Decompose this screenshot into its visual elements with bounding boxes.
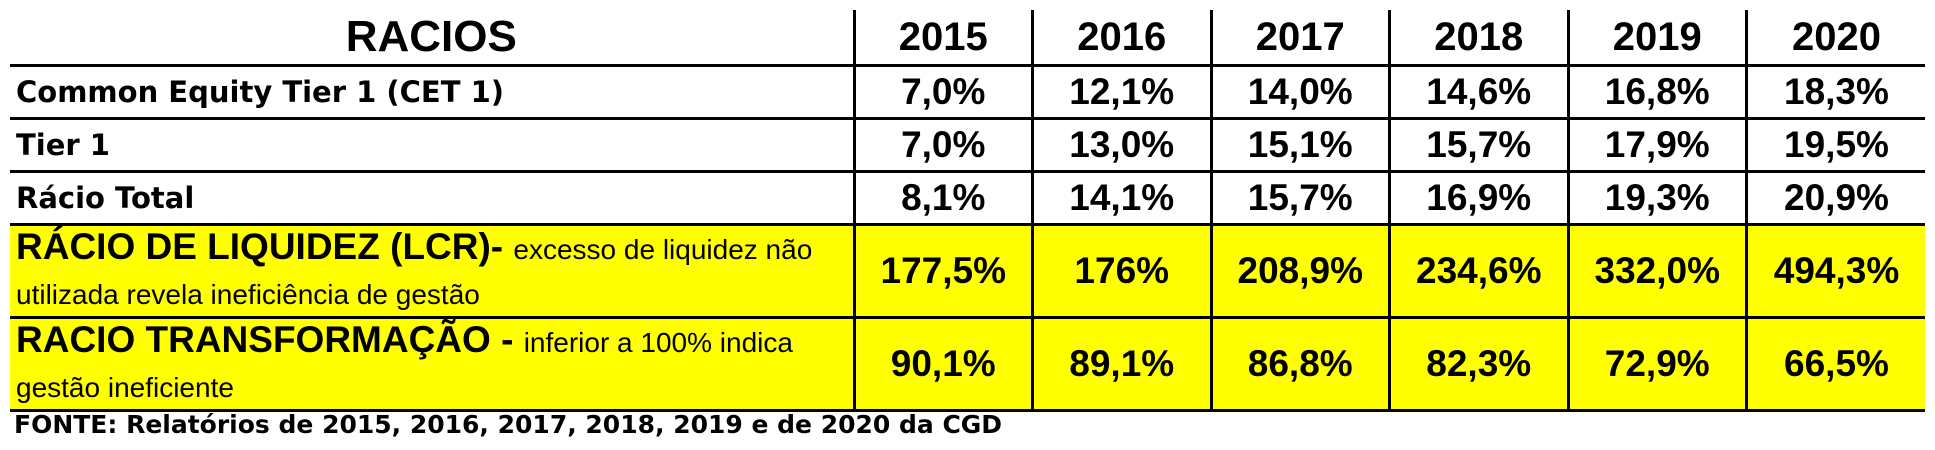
row-label: Tier 1 bbox=[16, 128, 110, 162]
value-cell: 86,8% bbox=[1209, 317, 1390, 412]
value-cell: 176% bbox=[1031, 224, 1211, 319]
value-cell: 15,1% bbox=[1209, 118, 1390, 173]
value-cell: 66,5% bbox=[1745, 317, 1925, 412]
row-label-cell: Rácio Total bbox=[10, 171, 854, 226]
header-cell: RACIOS bbox=[10, 10, 854, 67]
table-row: Tier 1 7,0% 13,0% 15,1% 15,7% 17,9% 19,5% bbox=[10, 118, 1925, 173]
row-label: RACIO TRANSFORMAÇÃO - bbox=[16, 319, 514, 360]
value-cell: 15,7% bbox=[1209, 171, 1390, 226]
row-label: Common Equity Tier 1 (CET 1) bbox=[16, 75, 505, 109]
value-cell: 72,9% bbox=[1566, 317, 1747, 412]
header-row: RACIOS 2015 2016 2017 2018 2019 2020 bbox=[10, 10, 1925, 67]
row-label-cell: Tier 1 bbox=[10, 118, 854, 173]
header-cell: 2020 bbox=[1745, 10, 1925, 67]
row-label-cell: Common Equity Tier 1 (CET 1) bbox=[10, 65, 854, 120]
value-cell: 15,7% bbox=[1388, 118, 1568, 173]
value-cell: 90,1% bbox=[852, 317, 1033, 412]
value-cell: 16,8% bbox=[1566, 65, 1747, 120]
row-note: inferior a 100% indica gestão ineficient… bbox=[16, 327, 793, 403]
value-cell: 234,6% bbox=[1388, 224, 1568, 319]
value-cell: 332,0% bbox=[1566, 224, 1747, 319]
header-cell: 2015 bbox=[852, 10, 1033, 67]
value-cell: 7,0% bbox=[852, 118, 1033, 173]
row-label: RÁCIO DE LIQUIDEZ (LCR)- bbox=[16, 226, 504, 267]
value-cell: 494,3% bbox=[1745, 224, 1925, 319]
value-cell: 20,9% bbox=[1745, 171, 1925, 226]
row-label: Rácio Total bbox=[16, 181, 195, 215]
value-cell: 7,0% bbox=[852, 65, 1033, 120]
value-cell: 14,0% bbox=[1209, 65, 1390, 120]
table-row: RACIO TRANSFORMAÇÃO - inferior a 100% in… bbox=[10, 317, 1925, 412]
header-cell: 2017 bbox=[1209, 10, 1390, 67]
header-cell: 2019 bbox=[1566, 10, 1747, 67]
table-row: RÁCIO DE LIQUIDEZ (LCR)- excesso de liqu… bbox=[10, 224, 1925, 319]
value-cell: 82,3% bbox=[1388, 317, 1568, 412]
source-note: FONTE: Relatórios de 2015, 2016, 2017, 2… bbox=[14, 410, 1003, 439]
value-cell: 12,1% bbox=[1031, 65, 1211, 120]
value-cell: 13,0% bbox=[1031, 118, 1211, 173]
value-cell: 19,3% bbox=[1566, 171, 1747, 226]
value-cell: 177,5% bbox=[852, 224, 1033, 319]
row-note: excesso de liquidez não utilizada revela… bbox=[16, 234, 813, 310]
row-label-cell: RACIO TRANSFORMAÇÃO - inferior a 100% in… bbox=[10, 317, 854, 412]
value-cell: 14,1% bbox=[1031, 171, 1211, 226]
value-cell: 8,1% bbox=[852, 171, 1033, 226]
value-cell: 18,3% bbox=[1745, 65, 1925, 120]
value-cell: 19,5% bbox=[1745, 118, 1925, 173]
value-cell: 208,9% bbox=[1209, 224, 1390, 319]
ratios-table: RACIOS 2015 2016 2017 2018 2019 2020 Common Eq… bbox=[10, 10, 1925, 412]
header-cell: 2016 bbox=[1031, 10, 1211, 67]
header-cell: 2018 bbox=[1388, 10, 1568, 67]
row-label-cell: RÁCIO DE LIQUIDEZ (LCR)- excesso de liqu… bbox=[10, 224, 854, 319]
table-row: Rácio Total 8,1% 14,1% 15,7% 16,9% 19,3% 20,9% bbox=[10, 171, 1925, 226]
table-row: Common Equity Tier 1 (CET 1) 7,0% 12,1% 14,… bbox=[10, 65, 1925, 120]
value-cell: 16,9% bbox=[1388, 171, 1568, 226]
value-cell: 17,9% bbox=[1566, 118, 1747, 173]
value-cell: 14,6% bbox=[1388, 65, 1568, 120]
value-cell: 89,1% bbox=[1031, 317, 1211, 412]
